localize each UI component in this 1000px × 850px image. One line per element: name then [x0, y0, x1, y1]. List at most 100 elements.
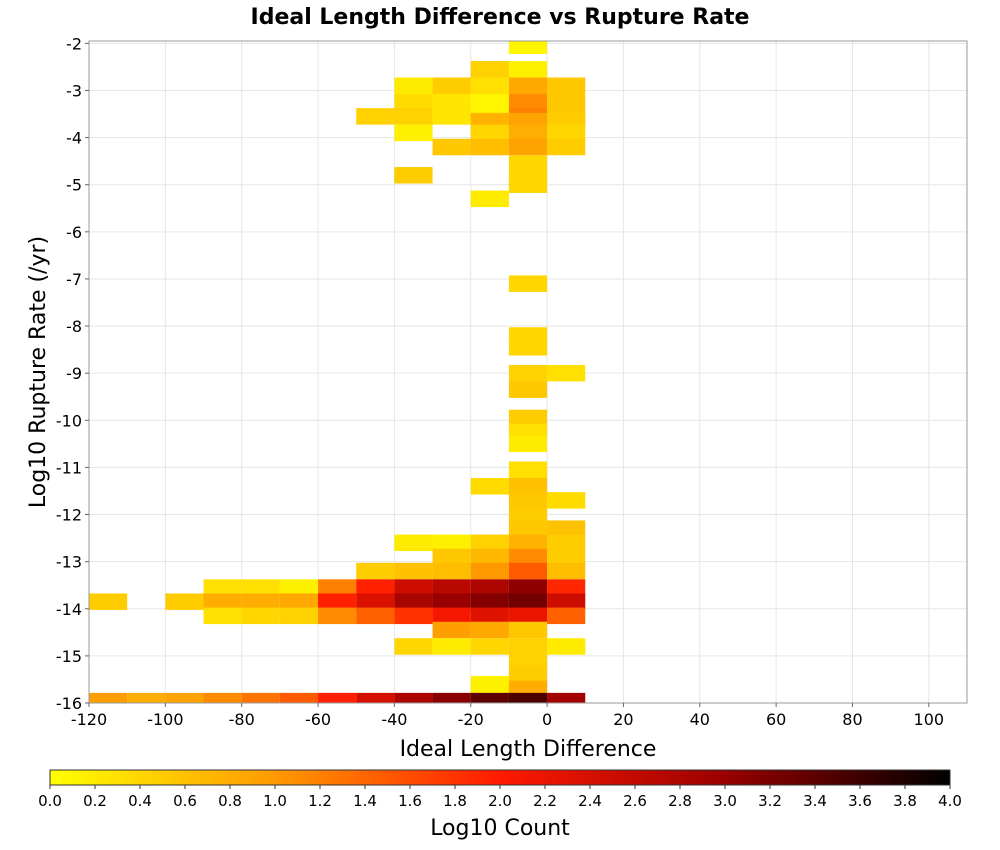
heatmap-cell [394, 579, 433, 596]
heatmap-cell [432, 138, 471, 156]
y-tick-label: -12 [56, 506, 82, 525]
heatmap-cell [508, 77, 548, 95]
heatmap-cell [547, 94, 586, 111]
heatmap-cell [547, 562, 586, 580]
y-tick-label: -10 [56, 411, 82, 430]
colorbar-tick-label: 2.6 [623, 792, 647, 810]
heatmap-cell [508, 607, 548, 625]
heatmap-cell [508, 409, 548, 427]
colorbar-ticks: 0.0 0.2 0.4 0.6 0.8 1.0 1.2 1.4 1.6 1.8 2.0 2.2 2.4 2… [38, 785, 962, 810]
heatmap-cell [356, 579, 395, 596]
y-tick-label: -11 [56, 458, 82, 477]
heatmap-cell [547, 548, 586, 566]
heatmap-cell [508, 666, 548, 683]
colorbar-tick-label: 1.8 [443, 792, 467, 810]
heatmap-cell [508, 652, 548, 669]
heatmap-cell [470, 534, 509, 552]
colorbar-tick-label: 0.6 [173, 792, 197, 810]
heatmap-cell [432, 621, 471, 639]
colorbar-tick-label: 3.6 [848, 792, 872, 810]
heatmap-cell [547, 638, 586, 655]
heatmap-cell [203, 607, 242, 625]
heatmap-cell [432, 94, 471, 111]
heatmap-cell [470, 61, 509, 78]
heatmap-cell [508, 621, 548, 639]
heatmap-cell [432, 692, 471, 703]
heatmap-cell [432, 638, 471, 655]
colorbar-tick-label: 3.8 [893, 792, 917, 810]
heatmap-cell [356, 607, 395, 625]
colorbar-tick-label: 2.0 [488, 792, 512, 810]
x-tick-label: 40 [690, 710, 710, 729]
heatmap-cell [547, 520, 586, 537]
y-tick-label: -4 [66, 129, 82, 148]
x-tick-label: 100 [914, 710, 945, 729]
heatmap-cell [318, 607, 357, 625]
heatmap-cell [318, 692, 357, 703]
heatmap-cells [89, 41, 586, 703]
colorbar [49, 769, 951, 786]
colorbar-tick-label: 0.8 [218, 792, 242, 810]
colorbar-tick-label: 3.4 [803, 792, 827, 810]
heatmap-cell [547, 492, 586, 509]
heatmap-cell [165, 593, 204, 610]
heatmap-cell [508, 520, 548, 537]
colorbar-tick-label: 1.0 [263, 792, 287, 810]
heatmap-cell [508, 562, 548, 580]
heatmap-cell [470, 593, 509, 610]
heatmap-cell [547, 77, 586, 95]
x-axis-ticks: -120 -100 -80 -60 -40 -20 0 20 40 60 80 100 [71, 703, 944, 729]
colorbar-tick-label: 1.4 [353, 792, 377, 810]
heatmap-cell [547, 692, 586, 703]
heatmap-cell [470, 77, 509, 95]
heatmap-cell [508, 41, 548, 54]
y-tick-label: -15 [56, 647, 82, 666]
colorbar-tick-label: 2.2 [533, 792, 557, 810]
heatmap-cell [508, 138, 548, 156]
heatmap-cell [279, 607, 319, 625]
heatmap-cell [508, 638, 548, 655]
heatmap-cell [203, 593, 242, 610]
heatmap-cell [89, 692, 128, 703]
heatmap-cell [470, 579, 509, 596]
heatmap-cell [241, 607, 280, 625]
plot-border [88, 40, 968, 704]
colorbar-tick-label: 1.2 [308, 792, 332, 810]
heatmap-cell [279, 692, 319, 703]
x-tick-label: 0 [542, 710, 552, 729]
heatmap-cell [203, 579, 242, 596]
heatmap-cell [508, 478, 548, 495]
heatmap-cell [394, 108, 433, 125]
y-tick-label: -7 [66, 270, 82, 289]
y-tick-label: -6 [66, 223, 82, 242]
heatmap-cell [432, 108, 471, 125]
heatmap-cell [508, 94, 548, 111]
colorbar-tick-label: 4.0 [938, 792, 962, 810]
heatmap-cell [432, 579, 471, 596]
colorbar-tick-label: 0.0 [38, 792, 62, 810]
heatmap-cell [547, 593, 586, 610]
x-axis-label: Ideal Length Difference [400, 737, 657, 762]
x-tick-label: -80 [229, 710, 255, 729]
heatmap-cell [432, 548, 471, 566]
x-tick-label: 60 [766, 710, 786, 729]
colorbar-tick-label: 0.2 [83, 792, 107, 810]
x-tick-label: -120 [71, 710, 107, 729]
heatmap-cell [241, 579, 280, 596]
x-tick-label: -100 [147, 710, 183, 729]
y-axis-label: Log10 Rupture Rate (/yr) [26, 236, 51, 508]
y-tick-label: -5 [66, 176, 82, 195]
heatmap-cell [241, 692, 280, 703]
heatmap-cell [394, 562, 433, 580]
heatmap-cell [470, 638, 509, 655]
heatmap-cell [508, 579, 548, 596]
x-tick-label: -40 [381, 710, 407, 729]
x-tick-label: -60 [305, 710, 331, 729]
y-tick-label: -13 [56, 553, 82, 572]
heatmap-cell [432, 77, 471, 95]
heatmap-cell [356, 562, 395, 580]
heatmap-cell [470, 607, 509, 625]
heatmap-cell [394, 77, 433, 95]
heatmap-cell [356, 692, 395, 703]
heatmap-cell [318, 579, 357, 596]
